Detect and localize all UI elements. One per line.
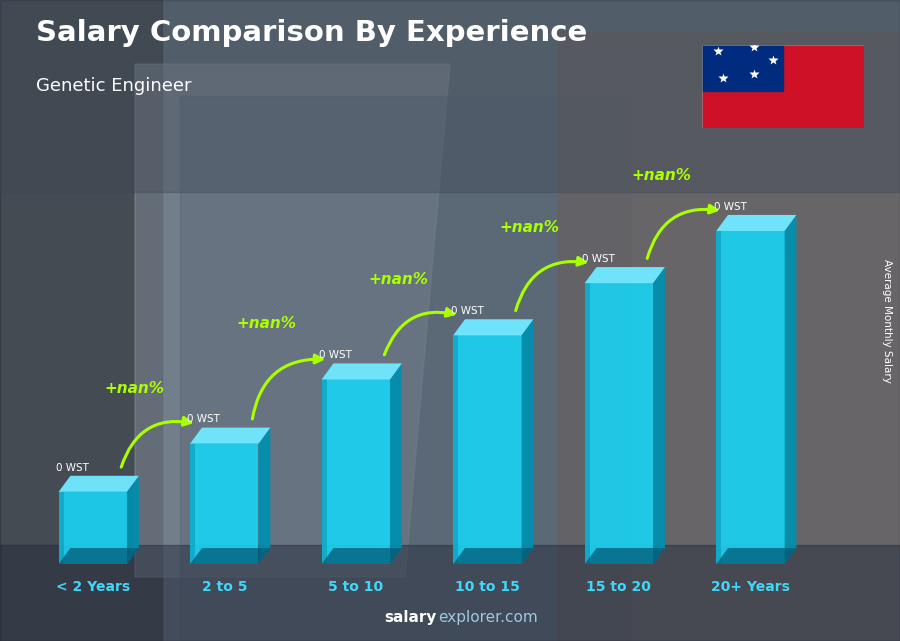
Polygon shape bbox=[127, 476, 139, 564]
Text: 0 WST: 0 WST bbox=[187, 415, 220, 424]
Text: +nan%: +nan% bbox=[237, 316, 296, 331]
Text: < 2 Years: < 2 Years bbox=[56, 580, 130, 594]
Polygon shape bbox=[58, 492, 64, 564]
Polygon shape bbox=[585, 548, 665, 564]
Polygon shape bbox=[716, 231, 785, 564]
Polygon shape bbox=[453, 319, 534, 335]
Polygon shape bbox=[190, 428, 270, 444]
Text: 0 WST: 0 WST bbox=[319, 350, 352, 360]
Text: +nan%: +nan% bbox=[500, 220, 560, 235]
Text: 2 to 5: 2 to 5 bbox=[202, 580, 247, 594]
Polygon shape bbox=[58, 492, 127, 564]
Polygon shape bbox=[190, 444, 195, 564]
Text: Average Monthly Salary: Average Monthly Salary bbox=[881, 258, 892, 383]
Text: +nan%: +nan% bbox=[368, 272, 428, 287]
Polygon shape bbox=[585, 283, 590, 564]
Polygon shape bbox=[716, 231, 722, 564]
Text: 0 WST: 0 WST bbox=[56, 463, 89, 472]
Text: explorer.com: explorer.com bbox=[438, 610, 538, 625]
Polygon shape bbox=[585, 267, 665, 283]
Polygon shape bbox=[258, 428, 270, 564]
Polygon shape bbox=[653, 267, 665, 564]
Polygon shape bbox=[453, 548, 534, 564]
Text: 0 WST: 0 WST bbox=[714, 202, 746, 212]
Polygon shape bbox=[716, 548, 796, 564]
Polygon shape bbox=[390, 363, 402, 564]
Polygon shape bbox=[58, 476, 139, 492]
Text: +nan%: +nan% bbox=[631, 168, 691, 183]
Polygon shape bbox=[135, 64, 450, 577]
Polygon shape bbox=[453, 335, 458, 564]
Polygon shape bbox=[585, 283, 653, 564]
Text: +nan%: +nan% bbox=[105, 381, 165, 395]
Polygon shape bbox=[321, 379, 327, 564]
Polygon shape bbox=[0, 0, 162, 641]
Text: Salary Comparison By Experience: Salary Comparison By Experience bbox=[36, 19, 587, 47]
Bar bbox=[702, 45, 783, 90]
Text: Genetic Engineer: Genetic Engineer bbox=[36, 77, 192, 95]
Polygon shape bbox=[521, 319, 534, 564]
Bar bbox=[0, 545, 900, 641]
Text: salary: salary bbox=[384, 610, 436, 625]
Polygon shape bbox=[321, 379, 390, 564]
Text: 5 to 10: 5 to 10 bbox=[328, 580, 383, 594]
Polygon shape bbox=[321, 548, 402, 564]
Polygon shape bbox=[785, 215, 796, 564]
Text: 10 to 15: 10 to 15 bbox=[454, 580, 520, 594]
Polygon shape bbox=[190, 444, 258, 564]
Polygon shape bbox=[190, 548, 270, 564]
Bar bbox=[0, 0, 900, 192]
Polygon shape bbox=[58, 548, 139, 564]
Text: 0 WST: 0 WST bbox=[451, 306, 483, 316]
Polygon shape bbox=[716, 215, 796, 231]
Polygon shape bbox=[558, 32, 900, 641]
Polygon shape bbox=[180, 96, 630, 641]
Text: 20+ Years: 20+ Years bbox=[711, 580, 790, 594]
Text: 0 WST: 0 WST bbox=[582, 254, 615, 264]
Polygon shape bbox=[453, 335, 521, 564]
Polygon shape bbox=[321, 363, 402, 379]
Text: 15 to 20: 15 to 20 bbox=[587, 580, 652, 594]
